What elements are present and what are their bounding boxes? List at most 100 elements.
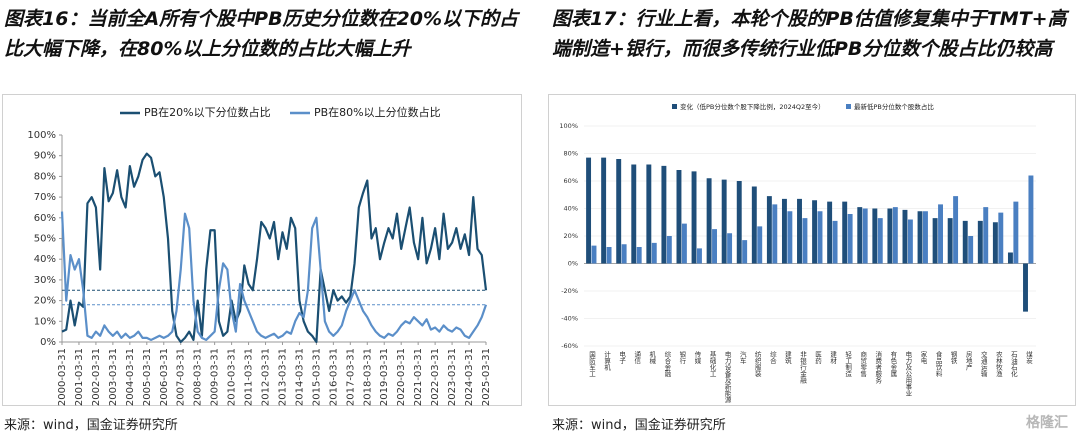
y-tick-label: -40% xyxy=(561,315,578,323)
bar xyxy=(651,242,657,264)
x-tick-label: 2008-03-31 xyxy=(193,348,204,406)
bar xyxy=(646,164,652,264)
bar xyxy=(697,248,702,264)
x-tick-label: 农林牧渔 xyxy=(994,350,1002,379)
y-tick-label: 40% xyxy=(564,205,578,213)
bar xyxy=(601,157,607,264)
bar xyxy=(857,207,863,264)
x-tick-label: 2023-03-31 xyxy=(447,348,458,406)
bar xyxy=(962,220,968,264)
x-tick-label: 建筑 xyxy=(783,350,791,366)
y-tick-label: 10% xyxy=(34,316,56,327)
chart-panel xyxy=(2,94,522,406)
x-tick-label: 2003-03-31 xyxy=(108,348,119,406)
x-tick-label: 食品饮料 xyxy=(934,350,942,379)
x-tick-label: 煤炭 xyxy=(1024,350,1032,366)
x-tick-label: 商贸零售 xyxy=(859,350,867,379)
bar xyxy=(923,211,928,264)
bar xyxy=(832,220,838,264)
y-tick-label: 70% xyxy=(34,192,56,203)
x-tick-label: 电力设备及新能源 xyxy=(723,350,731,405)
x-tick-label: 医药 xyxy=(814,351,822,366)
x-tick-label: 2020-03-31 xyxy=(396,348,407,406)
bar xyxy=(631,164,637,264)
bar xyxy=(892,207,898,264)
x-tick-label: 2004-03-31 xyxy=(125,348,136,406)
bar xyxy=(1007,252,1013,264)
bar xyxy=(727,233,733,264)
bar xyxy=(1013,201,1019,264)
bar xyxy=(676,170,682,264)
x-tick-label: 2015-03-31 xyxy=(311,348,322,406)
x-tick-label: 有色金属 xyxy=(889,350,897,379)
x-tick-label: 2000-03-31 xyxy=(57,348,68,406)
legend-label: PB在20%以下分位数占比 xyxy=(144,105,271,119)
bar xyxy=(757,226,763,264)
bar xyxy=(983,207,989,264)
x-tick-label: 钢铁 xyxy=(949,351,957,366)
legend-label: 变化（低PB分位数个股下降比例，2024Q2至今） xyxy=(680,102,825,111)
x-tick-label: 2011-03-31 xyxy=(244,348,255,406)
bar xyxy=(766,196,772,264)
x-tick-label: 2001-03-31 xyxy=(74,348,85,406)
source-note: 来源：wind，国金证券研究所 xyxy=(4,418,178,433)
bar xyxy=(586,157,592,264)
bar xyxy=(977,220,983,264)
x-tick-label: 2014-03-31 xyxy=(294,348,305,406)
data-line xyxy=(61,152,488,344)
legend-label: 最新低PB分位数个股数占比 xyxy=(854,102,934,111)
x-tick-label: 纺织服装 xyxy=(753,350,761,379)
bar xyxy=(721,179,727,264)
y-tick-label: 80% xyxy=(34,171,56,182)
x-tick-label: 电力及公用事业 xyxy=(904,350,912,397)
x-tick-label: 2018-03-31 xyxy=(362,348,373,406)
y-tick-label: -60% xyxy=(561,342,578,350)
bar xyxy=(877,218,883,264)
bar xyxy=(787,211,793,264)
bar xyxy=(616,159,622,264)
bar xyxy=(887,208,893,264)
x-tick-label: 2005-03-31 xyxy=(142,348,153,406)
bar xyxy=(742,240,748,264)
bar xyxy=(591,245,597,264)
x-tick-label: 2012-03-31 xyxy=(261,348,272,406)
x-tick-label: 通信 xyxy=(633,350,641,366)
x-tick-label: 家电 xyxy=(919,350,927,365)
y-tick-label: 20% xyxy=(34,296,56,307)
bar xyxy=(827,201,833,264)
chart-panel xyxy=(548,94,1076,406)
bar xyxy=(842,201,848,264)
x-tick-label: 2009-03-31 xyxy=(210,348,221,406)
bar xyxy=(1023,263,1028,312)
bar xyxy=(862,208,868,264)
x-tick-label: 2013-03-31 xyxy=(277,348,288,406)
bar xyxy=(661,165,667,264)
y-tick-label: 40% xyxy=(34,254,56,265)
bar xyxy=(907,219,913,264)
x-tick-label: 2002-03-31 xyxy=(91,348,102,406)
x-tick-label: 2010-03-31 xyxy=(227,348,238,406)
x-tick-label: 电子 xyxy=(618,350,626,365)
y-tick-label: 50% xyxy=(34,234,56,245)
bar xyxy=(968,236,974,264)
x-tick-label: 2007-03-31 xyxy=(176,348,187,406)
x-tick-label: 综合金融 xyxy=(663,350,671,379)
y-tick-label: 60% xyxy=(564,177,578,185)
bar xyxy=(666,236,672,264)
x-tick-label: 交通运输 xyxy=(979,350,987,379)
source-note: 来源：wind，国金证券研究所 xyxy=(552,418,726,433)
bar xyxy=(736,181,742,264)
y-tick-label: 60% xyxy=(34,213,56,224)
y-tick-label: 0% xyxy=(568,260,578,268)
data-line xyxy=(60,211,488,342)
bar xyxy=(781,198,787,264)
bar xyxy=(772,204,778,264)
y-tick-label: 90% xyxy=(34,151,56,162)
bar xyxy=(681,223,687,264)
bar xyxy=(847,214,853,264)
x-tick-label: 建材 xyxy=(829,350,837,365)
bar xyxy=(817,211,823,264)
x-tick-label: 2022-03-31 xyxy=(430,348,441,406)
bar xyxy=(998,212,1004,264)
